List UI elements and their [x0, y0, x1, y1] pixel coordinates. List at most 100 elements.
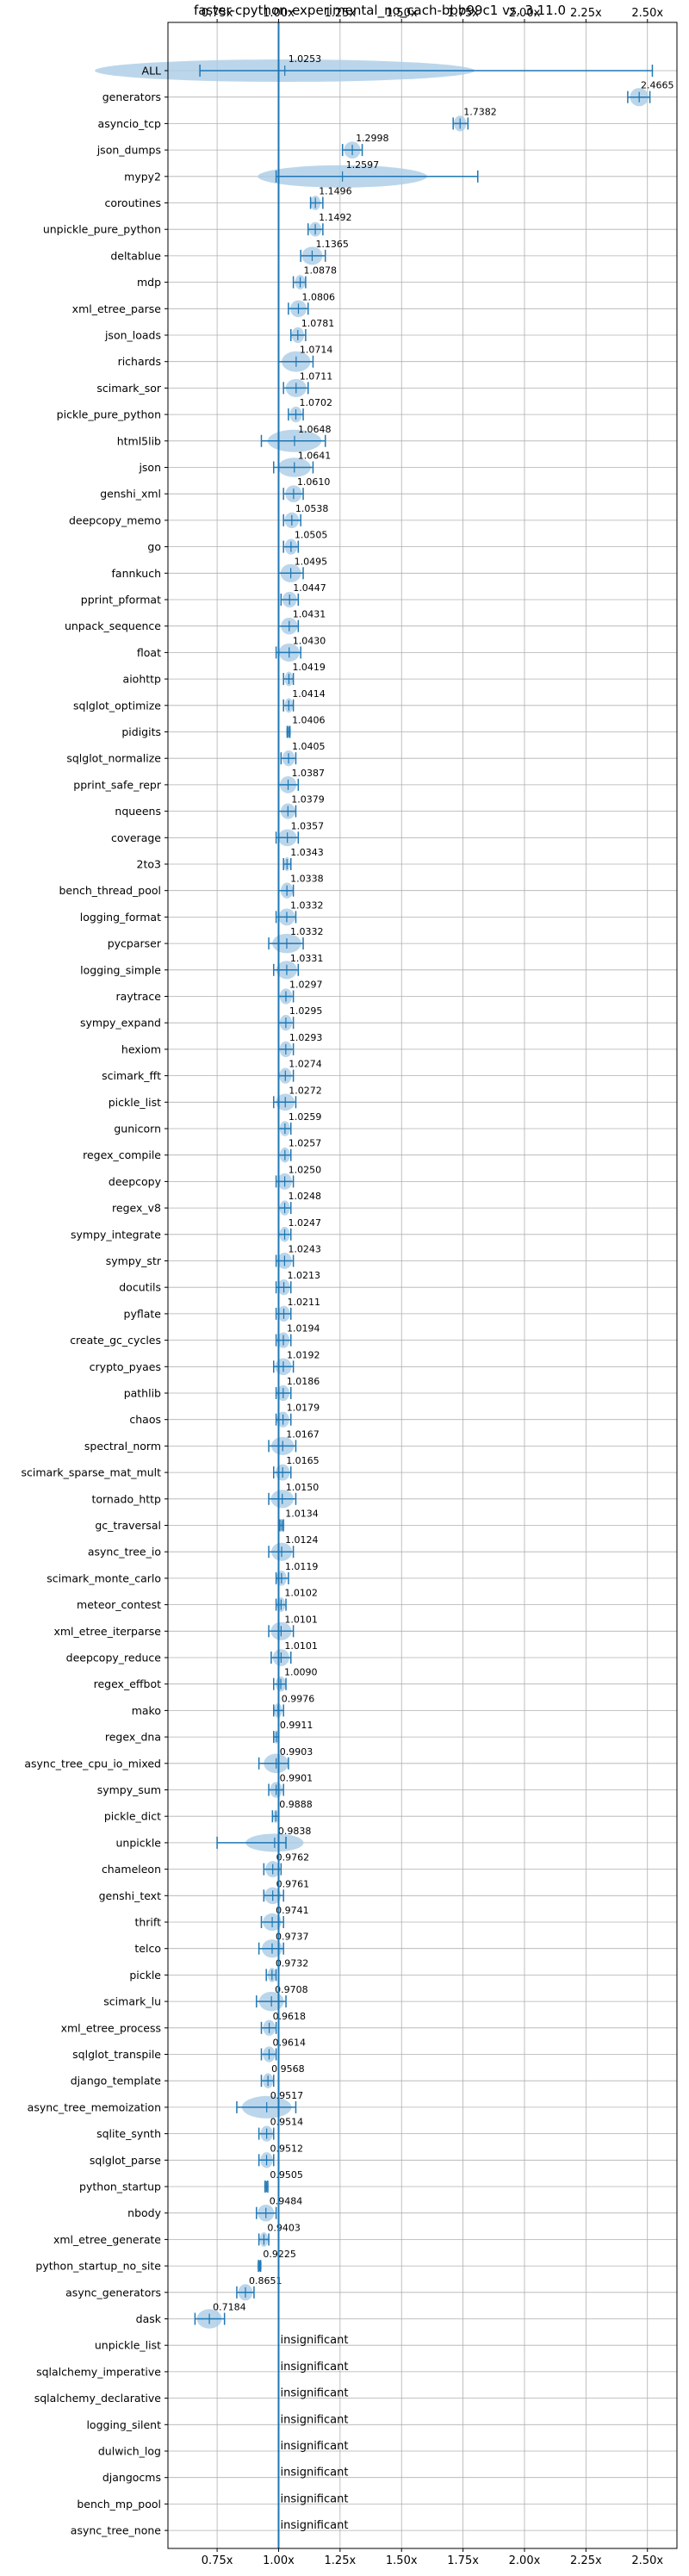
speedup-label: 0.9888 [279, 1799, 313, 1810]
benchmark-label: pathlib [124, 1387, 161, 1400]
speedup-label: 1.0124 [285, 1534, 319, 1546]
benchmark-label: json_dumps [96, 144, 161, 157]
speedup-label: 1.0102 [284, 1588, 318, 1599]
benchmark-label: float [137, 646, 161, 659]
insignificant-label: insignificant [280, 2413, 348, 2426]
benchmark-label: pprint_pformat [81, 594, 161, 607]
speedup-label: 1.0495 [295, 556, 328, 567]
speedup-label: 1.0257 [289, 1138, 322, 1149]
benchmark-label: pickle_dict [104, 1810, 161, 1823]
benchmark-label: regex_v8 [112, 1202, 161, 1215]
speedup-label: 1.0332 [290, 926, 324, 937]
insignificant-label: insignificant [280, 2492, 348, 2505]
benchmark-label: mdp [137, 276, 161, 289]
speedup-label: 1.0406 [292, 715, 326, 726]
speedup-label: 1.2998 [356, 133, 389, 144]
benchmark-label: docutils [119, 1281, 161, 1294]
benchmark-label: deepcopy [109, 1175, 162, 1188]
x-tick-label: 1.75x [447, 2554, 479, 2567]
benchmark-label: python_startup_no_site [35, 2260, 161, 2273]
benchmark-label: chaos [129, 1413, 161, 1426]
speedup-label: 1.0101 [284, 1614, 318, 1625]
benchmark-label: 2to3 [137, 858, 161, 871]
benchmark-label: sqlalchemy_imperative [36, 2365, 161, 2378]
speedup-label: 1.0295 [289, 1005, 323, 1017]
speedup-label: 1.0538 [295, 503, 329, 514]
speedup-label: 0.9838 [278, 1826, 312, 1837]
speedup-label: 1.0243 [288, 1244, 321, 1255]
speedup-label: 1.0414 [292, 688, 326, 700]
benchmark-label: sqlglot_normalize [66, 752, 161, 765]
benchmark-label: telco [134, 1942, 161, 1955]
x-tick-label: 2.50x [631, 2554, 663, 2567]
speedup-label: 1.2597 [346, 159, 380, 171]
benchmark-label: logging_silent [86, 2418, 161, 2431]
chart-title: faster-cpython-experimental_no_cach-bbb9… [194, 3, 566, 19]
speedup-label: 1.0101 [284, 1640, 318, 1652]
speedup-label: 0.9761 [276, 1878, 310, 1889]
x-axis-ticks: 0.75x 0.75x 1.00x 1.00x 1.25x 1.25x 1.50x 1.50x… [164, 7, 663, 2567]
insignificant-label: insignificant [280, 2387, 348, 2400]
benchmark-label: deltablue [110, 249, 161, 262]
benchmark-label: bench_mp_pool [77, 2498, 161, 2511]
benchmark-label: unpickle_pure_python [43, 223, 161, 236]
insignificant-label: insignificant [280, 2334, 348, 2347]
benchmark-label: genshi_text [99, 1889, 161, 1902]
speedup-label: 1.0293 [289, 1032, 323, 1043]
benchmark-label: tornado_http [91, 1492, 161, 1505]
speedup-label: 0.9484 [270, 2196, 303, 2207]
x-tick-label: 1.75x [447, 7, 479, 20]
benchmark-label: crypto_pyaes [90, 1360, 161, 1373]
benchmark-label: scimark_monte_carlo [47, 1571, 161, 1584]
benchmark-label: json_loads [104, 329, 161, 342]
speedup-label: 1.0419 [292, 662, 326, 673]
plot-frame [167, 22, 678, 2549]
benchmark-label: ALL [142, 65, 162, 78]
speedup-label: 1.0343 [290, 847, 324, 858]
benchmark-label: regex_dna [105, 1731, 161, 1744]
benchmark-label: raytrace [116, 990, 162, 1003]
benchmark-label: pickle_pure_python [57, 408, 161, 421]
speedup-label: 0.9568 [271, 2063, 305, 2075]
speedup-label: 2.4665 [641, 80, 674, 91]
speedup-label: 0.9741 [276, 1905, 309, 1916]
benchmark-label: scimark_fft [102, 1069, 161, 1082]
benchmark-label: scimark_lu [103, 1995, 161, 2008]
speedup-label: 1.1496 [319, 186, 352, 197]
benchmark-label: sympy_str [106, 1254, 162, 1267]
speedup-label: 1.0272 [289, 1085, 322, 1096]
benchmark-label: pyflate [124, 1307, 162, 1320]
benchmark-label: bench_thread_pool [59, 884, 161, 897]
speedup-label: 1.0179 [287, 1403, 320, 1414]
speedup-label: 0.9514 [270, 2117, 304, 2128]
benchmark-label: sqlglot_transpile [72, 2048, 161, 2061]
benchmark-label: logging_format [80, 911, 161, 924]
benchmark-label: thrift [134, 1916, 161, 1929]
speedup-label: 1.0387 [292, 768, 326, 779]
benchmark-label: logging_simple [80, 963, 161, 976]
speedup-label: 0.9225 [263, 2249, 296, 2260]
speedup-label: 1.0134 [285, 1509, 319, 1520]
benchmark-label: generators [102, 90, 161, 103]
speedup-label: 1.0430 [293, 635, 326, 646]
benchmark-label: sqlglot_parse [90, 2154, 161, 2167]
speedup-label: 0.8651 [249, 2275, 282, 2287]
speedup-label: 1.0332 [290, 899, 324, 911]
benchmark-label: spectral_norm [84, 1440, 161, 1453]
benchmark-label: dulwich_log [98, 2445, 161, 2458]
benchmark-label: sqlite_synth [96, 2127, 161, 2140]
benchmark-label: async_generators [65, 2286, 161, 2299]
speedup-label: 1.0247 [289, 1217, 322, 1229]
benchmark-label: asyncio_tcp [98, 117, 162, 130]
speedup-label: 1.0781 [301, 318, 335, 329]
benchmark-label: unpack_sequence [65, 619, 161, 632]
benchmark-label: unpickle_list [95, 2339, 161, 2352]
speedup-label: 0.9618 [273, 2011, 307, 2022]
speedup-label: 1.0119 [285, 1561, 319, 1572]
speedup-label: 1.0357 [291, 820, 325, 831]
speedup-label: 1.0610 [297, 476, 331, 488]
speedup-label: 1.0431 [293, 609, 326, 620]
speedup-label: 0.9901 [280, 1773, 313, 1784]
benchmark-label: nbody [127, 2206, 161, 2219]
